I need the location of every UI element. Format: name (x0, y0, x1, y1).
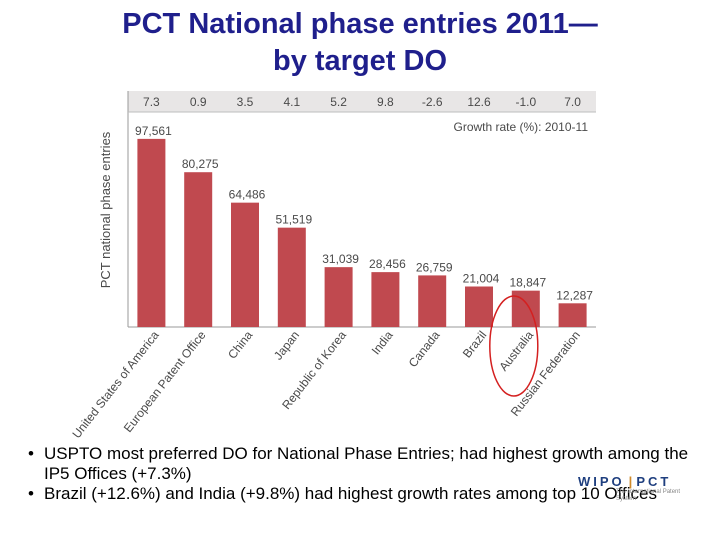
x-tick-label: India (369, 328, 396, 357)
x-tick-label: Canada (406, 328, 443, 370)
y-axis-label: PCT national phase entries (98, 131, 113, 288)
slide-title-line-1: PCT National phase entries 2011— (122, 8, 598, 40)
data-label: 51,519 (275, 213, 312, 227)
data-label: 12,287 (556, 288, 593, 302)
bar (371, 272, 400, 327)
logo-separator: | (628, 474, 633, 489)
growth-rate-label: 9.8 (377, 95, 394, 109)
bar (277, 227, 306, 327)
growth-rate-label: 5.2 (330, 95, 347, 109)
bullet-dot-icon: • (28, 444, 34, 463)
wipo-pct-logo: WIPO | PCT The International Patent System (578, 474, 698, 508)
x-tick-label: United States of America (69, 328, 162, 441)
logo-pct-text: PCT (636, 474, 672, 489)
bar (324, 267, 353, 327)
slide-title-line-2: by target DO (272, 45, 448, 77)
x-tick-label: Brazil (460, 328, 490, 360)
bar (418, 275, 447, 327)
data-label: 31,039 (322, 252, 359, 266)
x-tick-label: Australia (496, 328, 536, 374)
data-label: 80,275 (182, 157, 219, 171)
data-label: 18,847 (509, 276, 546, 290)
bar (558, 303, 587, 327)
data-label: 26,759 (416, 260, 453, 274)
bullet-text: USPTO most preferred DO for National Pha… (44, 444, 689, 483)
growth-rate-label: -2.6 (422, 95, 443, 109)
growth-rate-label: -1.0 (515, 95, 536, 109)
bar (231, 202, 259, 327)
bar (137, 138, 166, 327)
data-label: 64,486 (229, 188, 266, 202)
bullet-list: • USPTO most preferred DO for National P… (22, 444, 712, 504)
data-label: 21,004 (463, 271, 500, 285)
data-label: 97,561 (135, 124, 172, 138)
growth-rate-band (128, 91, 596, 112)
logo-wipo-text: WIPO (578, 474, 625, 489)
x-tick-label: China (225, 328, 256, 362)
x-tick-label: Japan (271, 328, 302, 362)
bar (184, 172, 213, 327)
growth-rate-label: 3.5 (237, 95, 254, 109)
bar-chart: PCT national phase entries Growth rate (%… (69, 91, 596, 441)
bar (465, 286, 493, 327)
slide-title: PCT National phase entries 2011— by targ… (20, 6, 700, 80)
growth-rate-label: 12.6 (467, 95, 491, 109)
x-tick-label: European Patent Office (121, 328, 209, 435)
growth-rate-label: 7.3 (143, 95, 160, 109)
bullet-text: Brazil (+12.6%) and India (+9.8%) had hi… (44, 484, 657, 503)
highlight-ellipse (489, 295, 539, 397)
growth-rate-label: 0.9 (190, 95, 207, 109)
bullet-item-uspto: • USPTO most preferred DO for National P… (22, 444, 712, 484)
bullet-dot-icon: • (28, 484, 34, 503)
growth-rate-label: 7.0 (564, 95, 581, 109)
bullet-item-brazil-india: • Brazil (+12.6%) and India (+9.8%) had … (22, 484, 712, 504)
logo-subtitle: The International Patent System (616, 489, 681, 502)
growth-rate-label: 4.1 (283, 95, 300, 109)
growth-rate-caption: Growth rate (%): 2010-11 (453, 120, 588, 134)
data-label: 28,456 (369, 257, 406, 271)
